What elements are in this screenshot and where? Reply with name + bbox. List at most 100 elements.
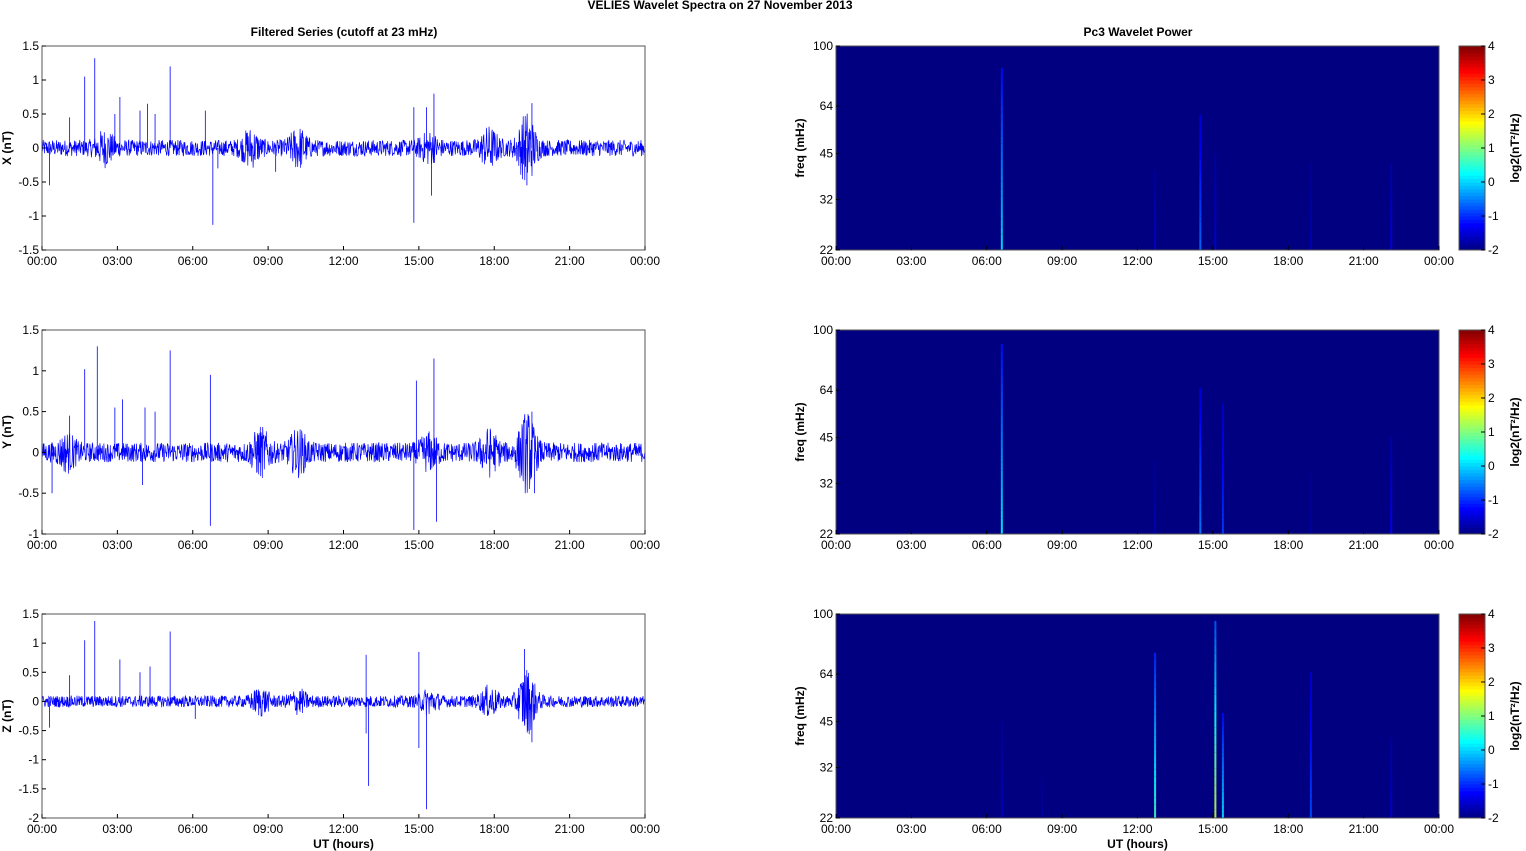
colorbar-segment (1459, 216, 1485, 220)
colorbar-segment (1459, 236, 1485, 241)
spectrogram-streak (1221, 809, 1224, 814)
spectrogram-streak (1214, 637, 1217, 646)
spectrogram-streak (1154, 804, 1157, 812)
spectrogram-streak (1154, 500, 1157, 504)
colorbar-segment (1459, 107, 1485, 112)
spectrogram-streak (1041, 781, 1044, 784)
spectrogram-streak (1309, 781, 1312, 788)
spectrogram-streak (1041, 802, 1044, 805)
spectrogram-streak (1154, 769, 1157, 777)
colorbar-segment (1459, 117, 1485, 122)
left-column-title: Filtered Series (cutoff at 23 mHz) (251, 25, 438, 39)
spectrogram-streak (1000, 769, 1003, 774)
spectrogram-streak (1199, 204, 1202, 211)
spectrogram-streak (1390, 173, 1393, 178)
spectrogram-streak (1000, 67, 1003, 76)
spectrogram-streak (1154, 811, 1157, 818)
spectrogram-streak (1000, 90, 1003, 99)
y-tick-label: -1 (28, 527, 39, 541)
spectrogram-streak (1390, 797, 1393, 802)
colorbar-segment (1459, 513, 1485, 518)
spectrogram-streak (1154, 478, 1157, 482)
colorbar-segment (1459, 219, 1485, 224)
colorbar-segment (1459, 517, 1485, 521)
spectrogram-streak (1199, 188, 1202, 194)
spectrogram-streak (1000, 423, 1003, 432)
colorbar-segment (1459, 753, 1485, 758)
spectrogram-streak (1154, 530, 1157, 534)
spectrogram-streak (1390, 239, 1393, 243)
spectrogram-streak (1041, 783, 1044, 785)
colorbar-segment (1459, 493, 1485, 498)
x-tick-label: 21:00 (555, 254, 585, 268)
spectrogram-streak (1000, 518, 1003, 527)
spectrogram-streak (1199, 154, 1202, 160)
spectrogram-streak (1390, 202, 1393, 207)
spectrogram-streak (1390, 213, 1393, 218)
colorbar-tick-label: 3 (1488, 641, 1495, 655)
spectrogram-streak (1221, 756, 1224, 762)
colorbar-segment (1459, 445, 1485, 450)
colorbar-segment (1459, 330, 1485, 334)
colorbar-segment (1459, 165, 1485, 169)
x-tick-label: 00:00 (821, 538, 851, 552)
x-tick-label: 09:00 (253, 254, 283, 268)
spectrogram-streak (1000, 494, 1003, 503)
colorbar-segment (1459, 151, 1485, 156)
y-tick-label: 0.5 (22, 405, 39, 419)
colorbar-segment (1459, 124, 1485, 129)
colorbar-segment (1459, 80, 1485, 84)
colorbar-segment (1459, 729, 1485, 734)
spectrogram-streak (1309, 811, 1312, 818)
spectrogram-streak (1199, 436, 1202, 443)
colorbar-segment (1459, 648, 1485, 652)
spectrogram-streak (1390, 220, 1393, 225)
spectrogram-streak (1000, 204, 1003, 213)
spectrogram-streak (1000, 75, 1003, 84)
x-tick-label: 06:00 (972, 254, 1002, 268)
spectrogram-streak (1199, 120, 1202, 127)
colorbar-segment (1459, 63, 1485, 67)
spectrogram-streak (1214, 760, 1217, 769)
spectrogram-streak (1214, 620, 1217, 630)
colorbar-segment (1459, 442, 1485, 447)
spectrogram-streak (1309, 235, 1312, 240)
spectrogram-streak (1000, 502, 1003, 511)
spectrogram-streak (1390, 737, 1393, 741)
spectrogram-background (836, 46, 1439, 250)
spectrogram-streak (1214, 161, 1217, 166)
y-tick-label: 32 (820, 193, 834, 207)
colorbar-tick-label: 4 (1488, 39, 1495, 53)
colorbar-segment (1459, 736, 1485, 741)
colorbar-segment (1459, 131, 1485, 135)
x-tick-label: 12:00 (1122, 254, 1152, 268)
spectrogram-streak (1000, 761, 1003, 766)
spectrogram-streak (1390, 525, 1393, 530)
spectrogram-streak (1221, 479, 1224, 486)
colorbar-tick-label: 4 (1488, 323, 1495, 337)
spectrogram-streak (1000, 777, 1003, 782)
spectrogram-streak (1390, 162, 1393, 167)
x-axis-label: UT (hours) (1107, 837, 1168, 851)
spectrogram-streak (1309, 526, 1312, 529)
y-tick-label: 22 (820, 811, 834, 825)
spectrogram-streak (1000, 510, 1003, 519)
spectrogram-streak (1199, 388, 1202, 395)
colorbar-segment (1459, 486, 1485, 491)
spectrogram-streak (1000, 431, 1003, 440)
colorbar-segment (1459, 712, 1485, 717)
spectrogram-streak (1309, 793, 1312, 800)
y-axis-label: freq (mHz) (793, 686, 807, 745)
colorbar-segment (1459, 192, 1485, 197)
spectrogram-streak (1309, 492, 1312, 495)
y-tick-label: 32 (820, 477, 834, 491)
spectrogram-streak (1154, 243, 1157, 247)
spectrogram-streak (1041, 800, 1044, 803)
spectrogram-streak (1309, 518, 1312, 521)
spectrogram-streak (1390, 814, 1393, 818)
x-tick-label: 21:00 (555, 538, 585, 552)
colorbar-segment (1459, 114, 1485, 118)
y-tick-label: 45 (820, 147, 834, 161)
x-tick-label: 06:00 (972, 538, 1002, 552)
